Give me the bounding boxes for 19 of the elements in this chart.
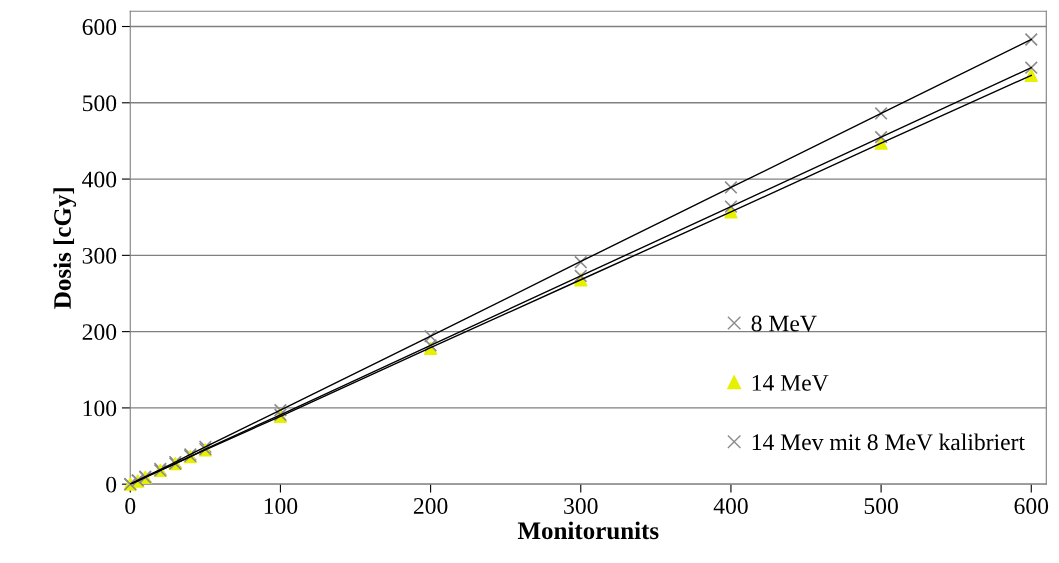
x-tick-label: 300 (564, 498, 598, 514)
y-tick-label: 100 (83, 400, 117, 417)
y-tick-label: 200 (82, 324, 117, 341)
y-tick-label: 600 (82, 19, 117, 35)
x-tick-label: 100 (264, 498, 298, 514)
y-tick-label: 300 (82, 247, 117, 264)
x-tick-label: 200 (413, 498, 448, 514)
y-axis-title: Dosis [cGy] (53, 188, 77, 309)
y-tick-label: 500 (83, 95, 117, 112)
x-axis-title: Monitorunits (517, 521, 659, 540)
x-tick-label: 400 (713, 498, 748, 514)
legend-label: 14 Mev mit 8 MeV kalibriert (752, 433, 1025, 451)
y-tick-label: 400 (82, 171, 117, 188)
y-tick-label: 0 (106, 476, 117, 493)
x-tick-label: 500 (864, 498, 898, 514)
x-tick-label: 0 (125, 498, 136, 514)
legend-label: 14 MeV (752, 375, 829, 391)
legend-label: 8 MeV (751, 315, 817, 332)
x-tick-label: 600 (1014, 498, 1049, 514)
